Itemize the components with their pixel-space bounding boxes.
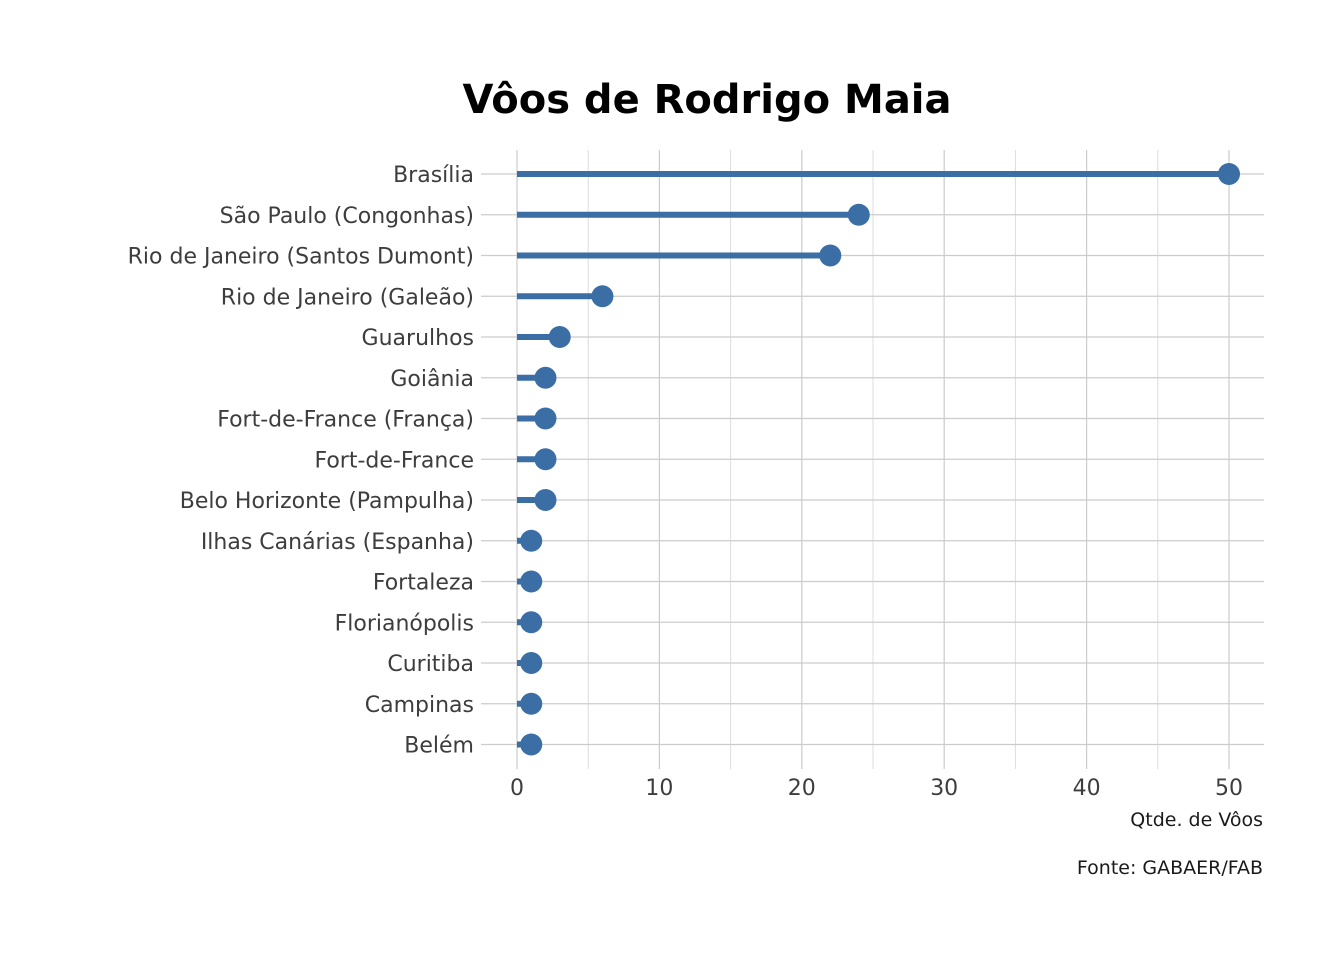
- grid: [481, 150, 1264, 769]
- category-label: Campinas: [365, 693, 474, 718]
- category-label: São Paulo (Congonhas): [220, 204, 474, 229]
- lollipop-dot: [548, 326, 571, 348]
- category-label: Fort-de-France (França): [217, 408, 474, 433]
- x-tick-label: 30: [930, 776, 958, 801]
- lollipop-dot: [520, 570, 543, 593]
- lollipop-dot: [1218, 163, 1240, 185]
- category-label: Brasília: [393, 163, 474, 188]
- caption-source: Fonte: GABAER/FAB: [1077, 857, 1263, 879]
- lollipop-dot: [534, 489, 557, 511]
- lollipop-dot: [520, 692, 543, 715]
- x-tick-label: 0: [510, 776, 524, 801]
- lollipop-dot: [534, 448, 557, 471]
- category-label: Guarulhos: [362, 326, 474, 351]
- x-tick-label: 40: [1073, 776, 1101, 801]
- lollipop-dot: [819, 244, 842, 267]
- x-tick-label: 50: [1215, 776, 1243, 801]
- lollipop-dot: [591, 285, 614, 308]
- x-tick-labels: 0 10 20 30 40 50: [510, 776, 1243, 801]
- lollipop-dot: [534, 407, 557, 430]
- x-axis-title: Qtde. de Vôos: [1130, 809, 1263, 831]
- category-label: Goiânia: [390, 367, 474, 392]
- category-label: Florianópolis: [335, 611, 474, 636]
- category-label: Fortaleza: [373, 571, 474, 596]
- lollipop-dot: [520, 611, 543, 634]
- category-label: Belém: [404, 734, 474, 759]
- lollipop-dots: [520, 163, 1240, 756]
- x-tick-label: 10: [645, 776, 673, 801]
- x-tick-label: 20: [788, 776, 816, 801]
- category-label: Ilhas Canárias (Espanha): [201, 530, 474, 555]
- lollipop-dot: [534, 366, 557, 389]
- lollipop-dot: [520, 733, 543, 756]
- chart-title: Vôos de Rodrigo Maia: [462, 77, 951, 123]
- category-label: Rio de Janeiro (Galeão): [221, 285, 474, 310]
- category-label: Rio de Janeiro (Santos Dumont): [128, 245, 474, 270]
- lollipop-dot: [520, 529, 543, 552]
- category-label: Curitiba: [387, 652, 474, 677]
- category-labels: Brasília São Paulo (Congonhas) Rio de Jane…: [128, 163, 474, 759]
- category-label: Fort-de-France: [314, 448, 474, 473]
- category-label: Belo Horizonte (Pampulha): [180, 489, 474, 514]
- lollipop-dot: [520, 652, 543, 674]
- lollipop-dot: [847, 203, 870, 226]
